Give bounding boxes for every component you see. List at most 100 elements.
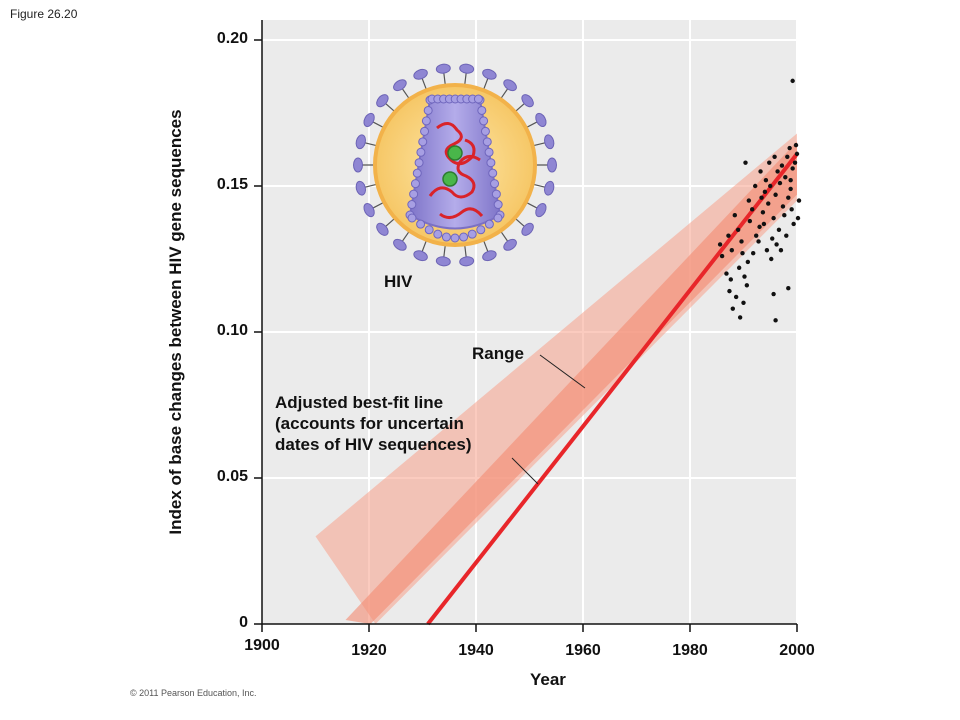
data-point — [769, 256, 774, 262]
virus-spike-knob — [393, 79, 407, 92]
virus-spike-knob — [355, 134, 366, 150]
data-point — [764, 248, 770, 253]
data-point — [742, 274, 747, 279]
data-point — [796, 198, 802, 203]
capsid-bead — [482, 137, 492, 147]
range-leader-line — [539, 354, 586, 389]
capsid-bead — [409, 189, 419, 199]
best-fit-annotation-line-3: dates of HIV sequences) — [275, 435, 472, 454]
data-point — [774, 242, 779, 247]
virus-spike-knob — [376, 94, 389, 108]
data-point — [786, 286, 791, 291]
data-point — [758, 169, 763, 174]
capsid-bead — [459, 232, 469, 242]
data-point — [733, 294, 739, 300]
x-tick-label: 1980 — [672, 642, 708, 659]
capsid-bead — [450, 233, 460, 243]
data-point — [793, 142, 799, 148]
data-point — [724, 271, 729, 276]
data-point — [726, 233, 731, 238]
axes — [254, 20, 798, 632]
x-tick-label: 1960 — [565, 642, 601, 659]
data-point — [753, 183, 758, 189]
data-point — [790, 166, 795, 171]
capsid-bead — [484, 147, 494, 157]
data-point — [790, 78, 795, 84]
data-point — [729, 248, 734, 253]
data-point — [750, 207, 755, 212]
capsid-bead — [416, 147, 426, 157]
capsid-bead — [493, 213, 503, 223]
data-point — [740, 250, 745, 256]
data-point — [741, 300, 746, 305]
capsid-bead — [407, 200, 417, 210]
data-point — [728, 277, 733, 282]
data-point — [771, 215, 776, 221]
virus-spike-knob — [393, 238, 407, 251]
virus-spike-knob — [459, 256, 475, 267]
virus-spike-knob — [521, 222, 534, 236]
y-tick-label: 0 — [239, 614, 248, 631]
data-point — [782, 213, 787, 218]
virus-spike-knob — [435, 63, 451, 74]
data-point — [737, 315, 743, 320]
data-point — [759, 195, 764, 200]
y-tick-label: 0.05 — [216, 468, 248, 485]
x-tick-label: 1940 — [458, 642, 494, 659]
virus-spike-knob — [413, 68, 428, 80]
capsid-bead — [416, 219, 426, 229]
y-tick-label: 0.10 — [216, 322, 248, 339]
capsid-bead — [476, 225, 486, 235]
data-point — [747, 218, 753, 224]
virus-spike-knob — [435, 256, 451, 267]
data-point — [761, 221, 767, 227]
data-point — [730, 306, 735, 311]
data-point — [736, 265, 742, 270]
data-point — [739, 239, 744, 244]
data-point — [779, 163, 785, 168]
capsid-bead — [421, 116, 431, 126]
data-point — [794, 151, 800, 157]
data-point — [776, 227, 782, 232]
virus-spike-knob — [459, 63, 475, 74]
capsid-bead — [424, 225, 434, 235]
data-point — [735, 227, 741, 232]
virus-spike-knob — [503, 238, 517, 251]
best-fit-leader-line — [511, 457, 539, 485]
data-point — [778, 248, 784, 253]
x-tick-label: 1900 — [244, 637, 280, 654]
data-point — [727, 288, 732, 294]
best-fit-annotation-line-2: (accounts for uncertain — [275, 414, 464, 433]
data-point — [785, 154, 790, 159]
capsid-bead — [423, 105, 433, 115]
virus-spike-knob — [544, 134, 555, 150]
capsid-bead — [493, 200, 503, 210]
capsid-bead — [420, 126, 430, 136]
data-point — [770, 236, 775, 241]
capsid-bead — [418, 137, 428, 147]
virus-spike-knob — [413, 250, 428, 262]
data-point — [789, 207, 794, 212]
figure-label: Figure 26.20 — [10, 7, 78, 21]
data-point — [717, 242, 723, 247]
y-axis-label: Index of base changes between HIV gene s… — [166, 109, 185, 535]
data-point — [745, 259, 751, 265]
virus-spike-knob — [521, 94, 534, 108]
data-point — [772, 154, 777, 159]
data-point — [746, 198, 752, 203]
y-tick-label: 0.15 — [216, 176, 248, 193]
data-point — [766, 201, 771, 206]
virus-spike-knob — [482, 250, 497, 262]
x-tick-label: 1920 — [351, 642, 387, 659]
data-point — [784, 233, 789, 238]
capsid-bead — [410, 179, 420, 189]
virus-spike-knob — [353, 157, 363, 173]
capsid-bead — [477, 105, 487, 115]
virus-spike-knob — [535, 112, 547, 127]
virus-label: HIV — [384, 272, 413, 291]
data-point — [719, 253, 725, 259]
data-point — [787, 145, 792, 151]
capsid-bead — [480, 126, 490, 136]
data-point — [767, 160, 772, 165]
